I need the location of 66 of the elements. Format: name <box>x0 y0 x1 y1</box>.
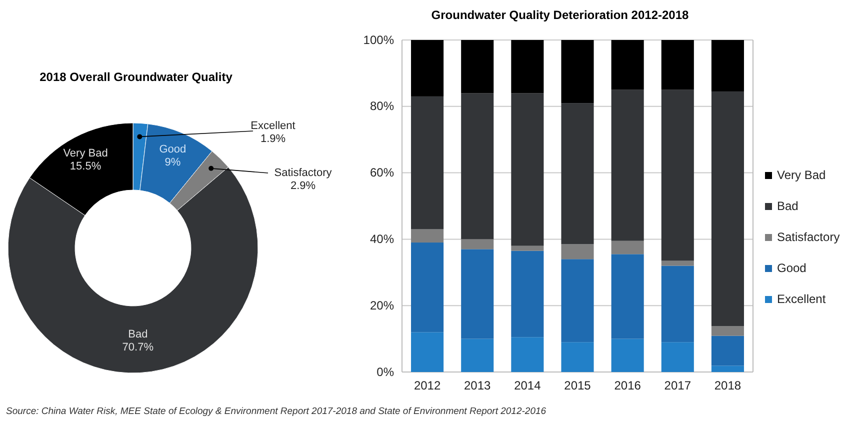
bar <box>711 91 744 326</box>
x-tick-label: 2012 <box>414 378 441 393</box>
chart-title: 2018 Overall Groundwater Quality <box>40 70 233 84</box>
x-tick-label: 2015 <box>564 378 592 393</box>
bar <box>611 90 644 241</box>
chart-title: Groundwater Quality Deterioration 2012-2018 <box>431 8 690 22</box>
bar <box>711 40 744 92</box>
x-tick-label: 2014 <box>514 378 542 393</box>
slice-label: Very Bad <box>63 147 108 160</box>
bar <box>661 260 694 266</box>
legend-label: Satisfactory <box>777 230 840 244</box>
legend-label: Excellent <box>777 292 826 306</box>
bar <box>461 338 494 372</box>
bar <box>411 96 444 230</box>
bar <box>611 338 644 372</box>
bar <box>661 266 694 342</box>
bar <box>661 90 694 261</box>
data-label: 1.9% <box>260 133 286 145</box>
y-tick-label: 0% <box>376 364 394 379</box>
x-tick-label: 2017 <box>664 378 692 393</box>
bar <box>511 246 544 251</box>
bar <box>461 239 494 250</box>
bar <box>711 336 744 366</box>
bar <box>511 337 544 372</box>
bar <box>561 244 594 260</box>
data-label: 2.9% <box>290 180 316 192</box>
bar <box>411 242 444 332</box>
x-tick-label: 2018 <box>714 378 742 393</box>
x-tick-label: 2013 <box>464 378 492 393</box>
data-label: 15.5% <box>70 160 102 172</box>
bar <box>511 93 544 246</box>
bar <box>611 40 644 90</box>
bar <box>511 250 544 338</box>
bar <box>611 240 644 254</box>
slice-label: Bad <box>128 328 148 340</box>
bar <box>561 103 594 244</box>
legend-label: Very Bad <box>777 168 826 182</box>
slice-label: Good <box>159 144 186 156</box>
bar <box>411 332 444 372</box>
source-note: Source: China Water Risk, MEE State of Ecology & Environment Report 2017-2018 and State of Environment Report 2012-2016 <box>6 406 547 417</box>
bar <box>561 259 594 342</box>
bar <box>461 40 494 94</box>
bar <box>661 40 694 90</box>
y-tick-label: 100% <box>363 32 394 47</box>
legend-label: Bad <box>777 199 798 213</box>
y-tick-label: 40% <box>370 232 394 246</box>
data-label: 9% <box>164 156 181 169</box>
bar <box>561 342 594 372</box>
bar <box>411 229 444 243</box>
slice-label: Satisfactory <box>274 167 332 179</box>
y-tick-label: 20% <box>370 298 394 312</box>
bar <box>611 254 644 339</box>
bar <box>461 249 494 339</box>
bar <box>461 93 494 240</box>
y-tick-label: 80% <box>370 99 394 114</box>
bar <box>711 326 744 336</box>
bar <box>711 366 744 372</box>
bar <box>661 342 694 372</box>
bar <box>411 40 444 96</box>
slice-label: Excellent <box>250 120 296 132</box>
bar <box>561 40 594 104</box>
x-tick-label: 2016 <box>614 378 642 393</box>
data-label: 70.7% <box>122 341 154 354</box>
y-tick-label: 60% <box>370 166 394 180</box>
legend-label: Good <box>777 261 806 275</box>
bar <box>511 40 544 94</box>
